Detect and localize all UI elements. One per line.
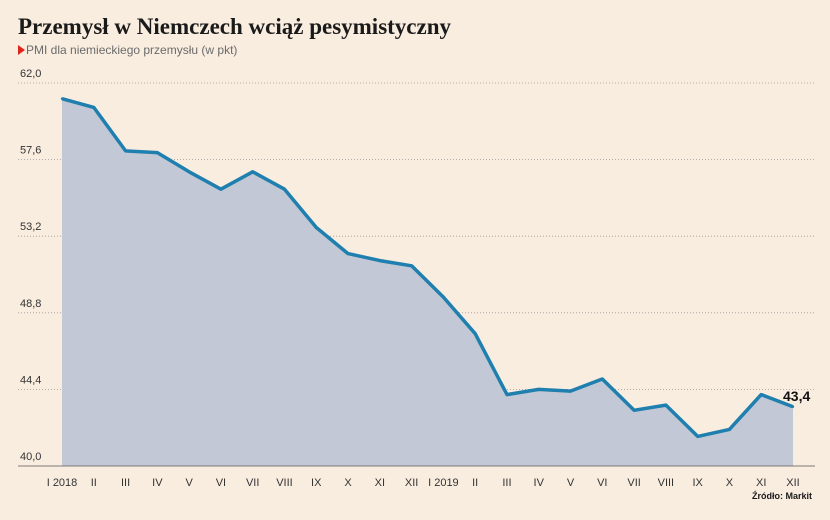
y-tick-label: 40,0 [20,451,41,463]
data-point [251,170,254,173]
x-tick-label: II [472,477,478,489]
data-point [569,389,572,393]
subtitle-text: PMI dla niemieckiego przemysłu (w pkt) [26,43,238,57]
x-tick-label: IV [152,477,163,489]
data-point [124,149,127,153]
x-tick-label: VI [216,477,226,489]
x-tick-label: II [91,477,97,489]
data-point [696,435,699,438]
data-point [346,252,350,255]
data-line [61,97,794,439]
y-tick-label: 48,8 [20,298,41,310]
data-point [728,428,731,431]
x-tick-label: IV [534,477,545,489]
x-tick-label: I 2018 [47,477,78,489]
chart-subtitle: PMI dla niemieckiego przemysłu (w pkt) [18,43,237,57]
x-tick-labels: I 2018 II III IV V VI VII VIII IX X XI XII I 2019 II I… [47,477,800,489]
x-tick-label: XI [756,477,766,489]
x-tick-label: I 2019 [428,477,459,489]
x-tick-label: III [121,477,130,489]
x-tick-label: X [726,477,734,489]
data-point [791,405,795,409]
triangle-marker-icon [18,45,25,55]
source-note: Źródło: Markit [752,491,812,501]
x-tick-label: VIII [276,477,293,489]
data-point [505,393,509,396]
y-tick-labels: 40,0 44,4 48,8 53,2 57,6 62,0 [20,68,41,463]
last-value-label: 43,4 [783,388,810,404]
data-point [378,259,382,262]
x-tick-label: V [185,477,193,489]
x-tick-label: IX [692,477,703,489]
data-point [760,393,763,396]
x-tick-label: IX [311,477,322,489]
x-tick-label: XI [375,477,385,489]
y-tick-label: 62,0 [20,68,41,80]
x-tick-label: VII [627,477,640,489]
y-tick-label: 57,6 [20,145,41,157]
data-point [410,264,413,267]
data-point [187,170,191,173]
x-tick-label: XII [405,477,418,489]
y-tick-label: 44,4 [20,374,41,386]
data-point [283,187,286,191]
data-point [442,295,445,299]
data-point [537,388,540,391]
data-point [473,332,477,335]
data-point [601,377,604,381]
x-tick-label: VII [246,477,259,489]
y-tick-label: 53,2 [20,221,41,233]
x-tick-label: III [502,477,511,489]
x-tick-label: VIII [658,477,675,489]
data-point [156,151,159,154]
data-point [315,226,318,229]
x-tick-label: V [567,477,575,489]
data-point [632,409,636,412]
x-tick-label: VI [597,477,607,489]
data-point [219,187,223,191]
chart-title: Przemysł w Niemczech wciąż pesymistyczny [18,14,452,39]
data-point [60,97,64,100]
x-tick-label: XII [786,477,799,489]
data-points [60,97,795,438]
x-tick-label: X [344,477,352,489]
data-point [92,106,95,109]
data-point [664,403,668,407]
